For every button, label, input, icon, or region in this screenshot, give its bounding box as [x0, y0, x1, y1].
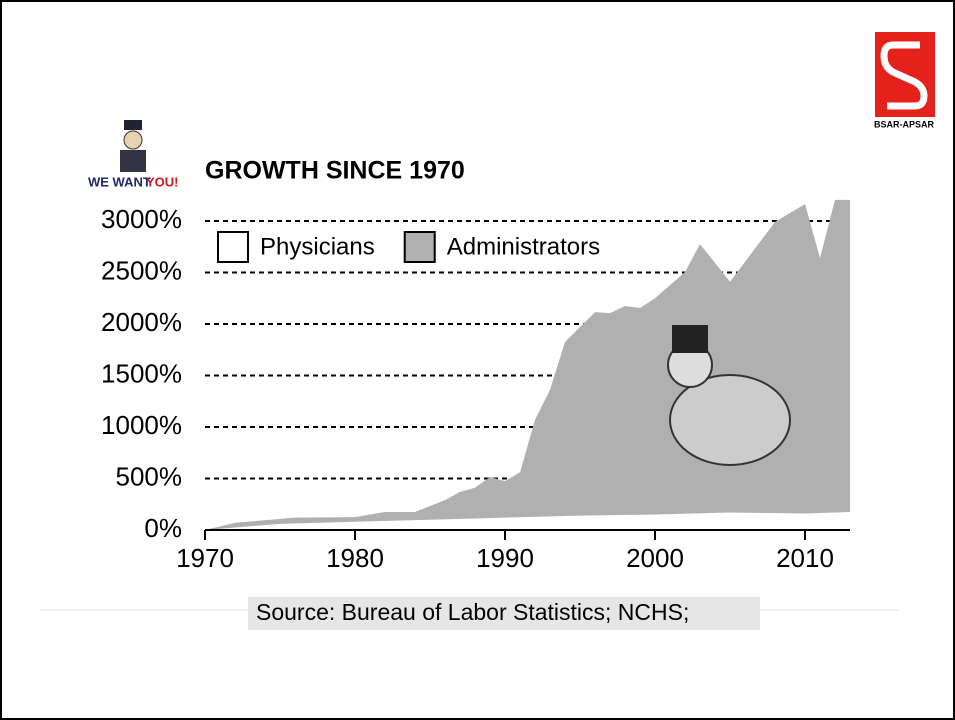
x-tick-label: 1970 [176, 543, 234, 573]
x-tick-label: 1980 [326, 543, 384, 573]
legend-swatch [217, 231, 249, 263]
chart-title: GROWTH SINCE 1970 [205, 157, 465, 185]
y-tick-label: 2500% [101, 255, 182, 285]
area [205, 511, 850, 530]
y-tick-label: 3000% [101, 204, 182, 234]
y-tick-label: 500% [116, 461, 183, 491]
y-tick-label: 1000% [101, 410, 182, 440]
top-hat [672, 325, 708, 353]
money-bag [669, 374, 791, 466]
coat [120, 150, 146, 172]
y-tick-label: 2000% [101, 307, 182, 337]
y-tick-label: 1500% [101, 358, 182, 388]
source: Source: Bureau of Labor Statistics; NCHS… [256, 599, 689, 625]
legend-label: Physicians [260, 233, 375, 260]
source-bg [248, 597, 760, 630]
legend-label: Administrators [447, 233, 600, 260]
face [123, 130, 143, 150]
logo-label: BSAR-APSAR [874, 119, 935, 129]
badge-text: YOU! [146, 174, 179, 189]
x-tick-label: 2000 [626, 543, 684, 573]
uncle-sam [120, 120, 146, 172]
logo-s [880, 41, 928, 110]
badge-text: WE WANT [88, 174, 151, 189]
x-tick-label: 1990 [476, 543, 534, 573]
x-tick-label: 2010 [776, 543, 834, 573]
legend-swatch [403, 231, 436, 263]
y-tick-label: 0% [144, 513, 182, 543]
hat [124, 120, 142, 130]
logo: BSAR-APSAR [874, 32, 935, 129]
mascot [667, 325, 791, 466]
